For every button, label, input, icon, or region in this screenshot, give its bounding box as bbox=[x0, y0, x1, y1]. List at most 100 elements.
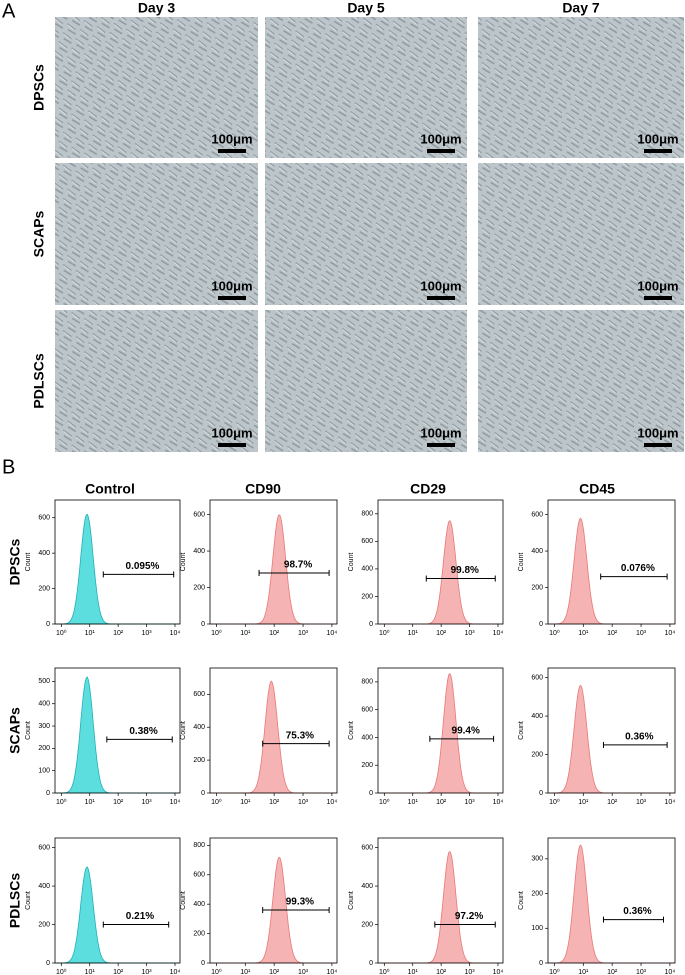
y-tick-label: 600 bbox=[531, 674, 543, 681]
y-axis-label: Count bbox=[348, 721, 355, 740]
micrograph bbox=[55, 17, 258, 158]
y-tick-label: 600 bbox=[361, 538, 373, 545]
y-tick-label: 100 bbox=[38, 768, 50, 775]
x-tick-label: 10¹ bbox=[85, 799, 96, 806]
scale-bar-label: 100μm bbox=[211, 425, 252, 440]
histogram bbox=[548, 684, 675, 794]
x-tick-label: 10¹ bbox=[85, 630, 96, 637]
y-tick-label: 600 bbox=[38, 844, 50, 851]
y-tick-label: 0 bbox=[201, 960, 205, 967]
scale-bar-label: 100μm bbox=[211, 278, 252, 293]
y-tick-label: 400 bbox=[193, 901, 205, 908]
histogram bbox=[548, 517, 675, 625]
y-axis-label: Count bbox=[25, 553, 32, 572]
x-tick-label: 10⁰ bbox=[549, 798, 560, 806]
histogram bbox=[378, 850, 503, 964]
y-tick-label: 400 bbox=[38, 883, 50, 890]
x-tick-label: 10¹ bbox=[408, 630, 419, 637]
y-tick-label: 500 bbox=[38, 678, 50, 685]
y-tick-label: 600 bbox=[193, 511, 205, 518]
histogram bbox=[548, 844, 675, 964]
y-axis-label: Count bbox=[348, 553, 355, 572]
column-header: Day 7 bbox=[562, 0, 600, 16]
x-tick-label: 10⁰ bbox=[56, 629, 67, 637]
plot-frame bbox=[377, 837, 504, 964]
plot-frame bbox=[54, 837, 181, 964]
row-label: SCAPs bbox=[7, 707, 23, 754]
x-tick-label: 10⁴ bbox=[327, 799, 338, 806]
micrograph bbox=[478, 310, 684, 452]
x-tick-label: 10² bbox=[113, 799, 124, 806]
y-tick-label: 200 bbox=[361, 921, 373, 928]
y-tick-label: 200 bbox=[531, 584, 543, 591]
y-tick-label: 400 bbox=[361, 566, 373, 573]
y-axis-label: Count bbox=[180, 553, 187, 572]
plot-frame bbox=[547, 499, 676, 625]
x-tick-label: 10⁰ bbox=[379, 968, 390, 975]
gate-percent: 0.38% bbox=[129, 726, 157, 737]
x-tick-label: 10² bbox=[607, 630, 618, 637]
y-tick-label: 0 bbox=[46, 621, 50, 628]
column-header: CD90 bbox=[245, 481, 281, 497]
y-tick-label: 600 bbox=[193, 872, 205, 879]
scale-bar bbox=[427, 149, 455, 153]
x-tick-label: 10⁴ bbox=[493, 969, 504, 975]
scale-bar bbox=[644, 443, 672, 447]
y-tick-label: 0 bbox=[369, 621, 373, 628]
x-tick-label: 10² bbox=[436, 969, 447, 975]
panel-label: B bbox=[2, 456, 15, 478]
y-tick-label: 0 bbox=[46, 790, 50, 797]
plot-frame bbox=[209, 667, 338, 794]
x-tick-label: 10¹ bbox=[240, 969, 251, 975]
y-tick-label: 400 bbox=[38, 550, 50, 557]
column-header: Day 3 bbox=[138, 0, 176, 16]
x-tick-label: 10⁰ bbox=[56, 968, 67, 975]
row-label: DPSCs bbox=[7, 538, 23, 585]
x-tick-label: 10⁰ bbox=[56, 798, 67, 806]
scale-bar bbox=[644, 149, 672, 153]
y-tick-label: 0 bbox=[539, 960, 543, 967]
micrograph bbox=[478, 17, 684, 158]
x-tick-label: 10² bbox=[113, 630, 124, 637]
x-tick-label: 10¹ bbox=[240, 799, 251, 806]
micrograph bbox=[55, 163, 258, 305]
y-tick-label: 200 bbox=[531, 751, 543, 758]
x-tick-label: 10⁰ bbox=[211, 968, 222, 975]
x-tick-label: 10⁴ bbox=[327, 630, 338, 637]
column-header: Day 5 bbox=[347, 0, 385, 16]
column-header: CD29 bbox=[410, 481, 446, 497]
y-tick-label: 200 bbox=[193, 757, 205, 764]
column-header: Control bbox=[85, 481, 135, 497]
x-tick-label: 10³ bbox=[636, 969, 647, 975]
x-tick-label: 10² bbox=[269, 799, 280, 806]
scale-bar bbox=[218, 443, 246, 447]
gate-percent: 0.36% bbox=[625, 732, 653, 743]
x-tick-label: 10⁰ bbox=[379, 629, 390, 637]
x-tick-label: 10¹ bbox=[408, 799, 419, 806]
y-tick-label: 0 bbox=[539, 790, 543, 797]
y-tick-label: 400 bbox=[193, 548, 205, 555]
x-tick-label: 10⁴ bbox=[170, 969, 181, 975]
x-tick-label: 10³ bbox=[465, 969, 476, 975]
row-label: DPSCs bbox=[31, 64, 47, 111]
y-tick-label: 400 bbox=[361, 883, 373, 890]
x-tick-label: 10² bbox=[607, 799, 618, 806]
micrograph bbox=[55, 310, 258, 452]
x-tick-label: 10² bbox=[607, 969, 618, 975]
y-axis-label: Count bbox=[518, 721, 525, 740]
micrograph bbox=[265, 163, 467, 305]
gate-percent: 98.7% bbox=[284, 560, 312, 571]
x-tick-label: 10³ bbox=[298, 969, 309, 975]
panel-label: A bbox=[2, 0, 16, 22]
x-tick-label: 10¹ bbox=[578, 630, 589, 637]
y-tick-label: 600 bbox=[361, 707, 373, 714]
y-axis-label: Count bbox=[180, 721, 187, 740]
gate-percent: 99.3% bbox=[286, 897, 314, 908]
y-tick-label: 600 bbox=[38, 515, 50, 522]
scale-bar-label: 100μm bbox=[420, 425, 461, 440]
plot-frame bbox=[209, 499, 338, 625]
scale-bar bbox=[218, 149, 246, 153]
x-tick-label: 10² bbox=[269, 630, 280, 637]
x-tick-label: 10² bbox=[113, 969, 124, 975]
y-tick-label: 200 bbox=[193, 930, 205, 937]
